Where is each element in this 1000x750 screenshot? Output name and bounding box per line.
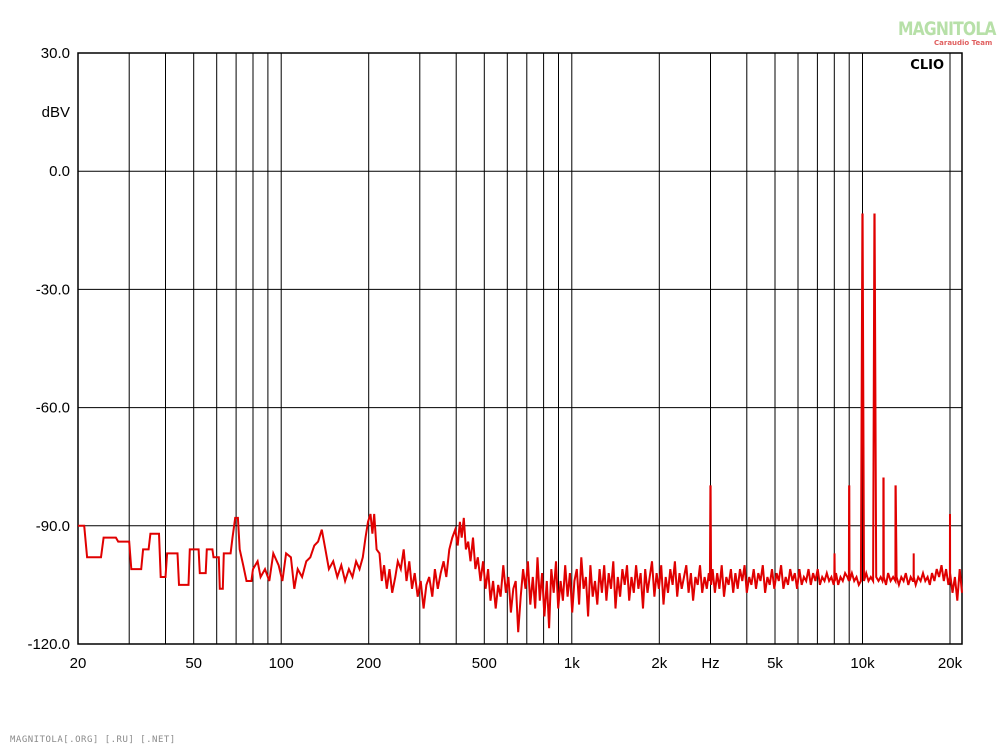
y-tick-label: -60.0 xyxy=(36,400,70,417)
logo-wordmark: MAGNITOLA xyxy=(898,18,996,40)
grid-lines xyxy=(78,52,962,645)
x-tick-label: 50 xyxy=(185,655,202,672)
y-tick-label: -30.0 xyxy=(36,281,70,298)
x-tick-label: 100 xyxy=(269,655,294,672)
x-tick-label: 20 xyxy=(70,655,87,672)
y-tick-label: 30.0 xyxy=(41,45,70,62)
logo-subtitle: Caraudio Team xyxy=(934,39,993,47)
x-tick-label: 2k xyxy=(651,655,667,672)
x-tick-label: 10k xyxy=(850,655,875,672)
x-tick-label: 200 xyxy=(356,655,381,672)
tick-labels: 20 50 100 200 500 1k 2k 5k 10k 20k Hz 30.0 0.0 -30.0 -… xyxy=(27,45,962,672)
y-tick-label: 0.0 xyxy=(49,163,70,180)
plot-frame xyxy=(77,52,963,645)
watermark-footer: MAGNITOLA[.ORG] [.RU] [.NET] xyxy=(10,735,176,745)
y-tick-label: -90.0 xyxy=(36,518,70,535)
x-tick-label: 1k xyxy=(564,655,580,672)
spectrum-series-line xyxy=(78,213,963,633)
x-tick-label: 500 xyxy=(472,655,497,672)
clio-badge: CLIO xyxy=(910,58,944,73)
x-tick-label: 20k xyxy=(938,655,963,672)
y-tick-label: -120.0 xyxy=(27,636,70,653)
magnitola-logo: MAGNITOLA Caraudio Team xyxy=(898,18,996,48)
x-tick-label: 5k xyxy=(767,655,783,672)
x-axis-unit-label: Hz xyxy=(701,655,719,672)
y-axis-unit-label: dBV xyxy=(42,104,70,121)
